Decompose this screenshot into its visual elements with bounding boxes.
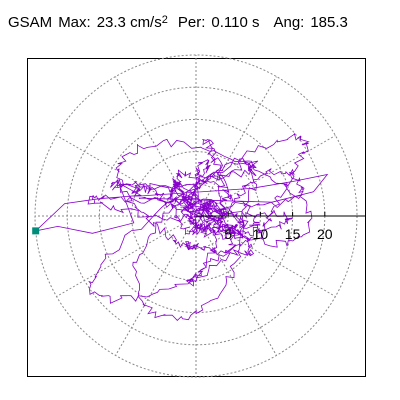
- grid-spoke-150: [56, 135, 197, 217]
- angle-label: Ang:: [273, 14, 305, 31]
- max-exponent: 2: [161, 14, 168, 26]
- axis-tick-label-10: 10: [253, 226, 269, 242]
- grid-spoke-330: [195, 215, 336, 297]
- max-value: 23.3 cm/s: [96, 14, 162, 31]
- motion-trace-path: [34, 133, 329, 321]
- grid-spoke-30: [195, 135, 336, 217]
- period-value: 0.110 s: [211, 14, 260, 31]
- grid-spoke-210: [56, 215, 197, 297]
- angle-value: 185.3: [310, 14, 348, 31]
- grid-spoke-300: [195, 215, 277, 356]
- station-code: GSAM: [8, 14, 53, 31]
- max-label: Max:: [58, 14, 91, 31]
- max-marker-layer: [32, 227, 40, 235]
- grid-spoke-60: [195, 76, 277, 217]
- grid-spoke-240: [115, 215, 197, 356]
- radial-axis: 5 10 15 20: [196, 212, 365, 242]
- particle-motion-trace: [34, 133, 329, 321]
- period-label: Per:: [177, 14, 206, 31]
- axis-tick-label-5: 5: [224, 226, 232, 242]
- axis-tick-label-20: 20: [317, 226, 333, 242]
- plot-header: GSAM Max: 23.3 cm/s 2 Per: 0.110 s Ang: …: [8, 14, 362, 31]
- max-amplitude-marker: [32, 227, 40, 235]
- axis-tick-label-15: 15: [285, 226, 301, 242]
